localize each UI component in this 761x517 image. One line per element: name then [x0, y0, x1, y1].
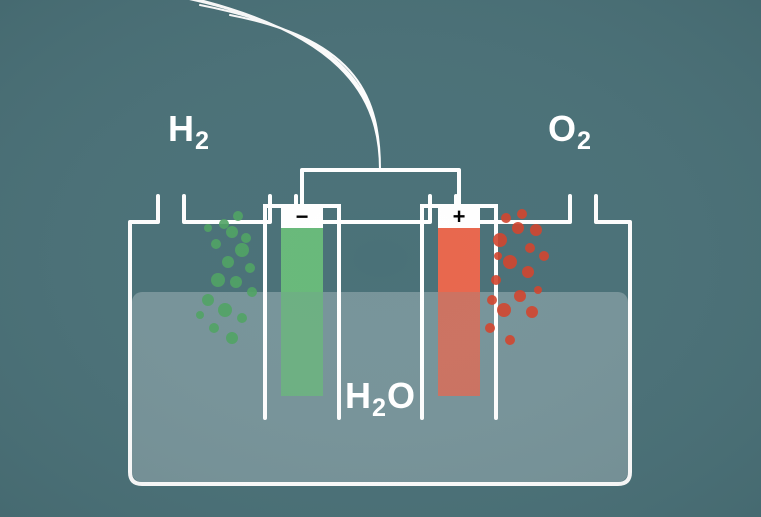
label-o2: O2 [548, 108, 592, 156]
label-h2-sub: 2 [195, 127, 210, 155]
diagram-svg: −+ [0, 0, 761, 517]
label-h2o: H2O [345, 375, 416, 423]
label-h2o-text2: O [387, 375, 416, 416]
label-o2-text: O [548, 108, 577, 149]
label-o2-sub: 2 [577, 127, 592, 155]
label-h2: H2 [168, 108, 210, 156]
electrolysis-diagram: −+ H2 O2 H2O [0, 0, 761, 517]
label-h2-text: H [168, 108, 195, 149]
label-h2o-sub: 2 [372, 394, 387, 422]
label-h2o-text: H [345, 375, 372, 416]
